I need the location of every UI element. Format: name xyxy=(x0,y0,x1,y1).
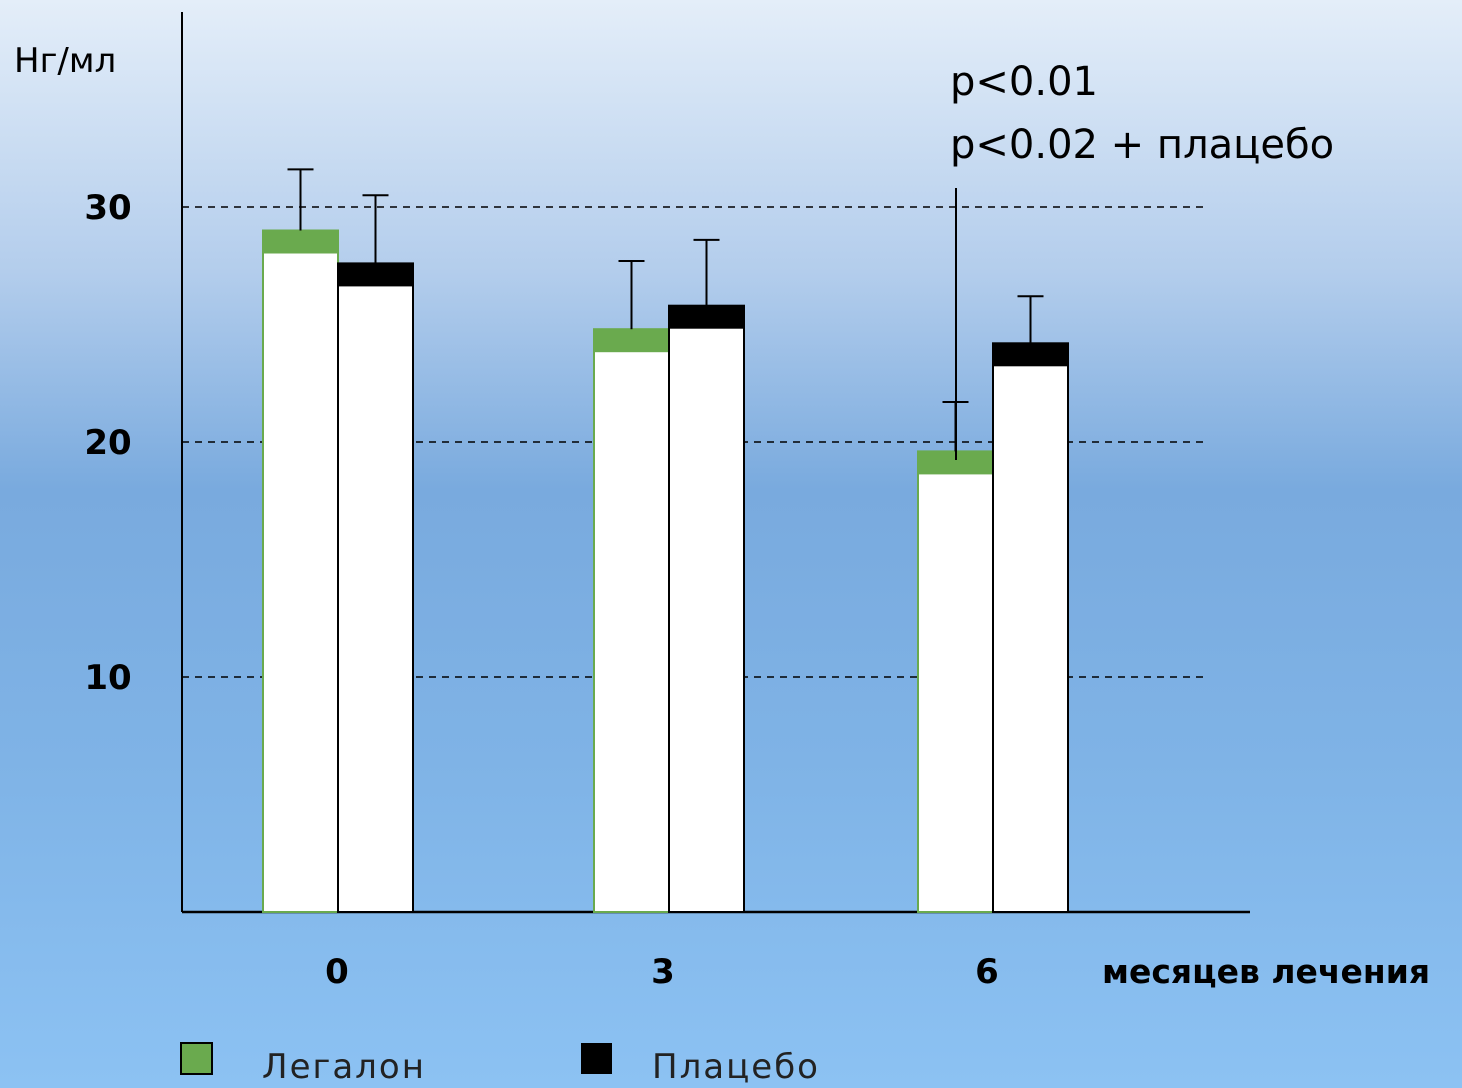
x-tick-label: 6 xyxy=(975,952,999,992)
y-axis-title: Нг/мл xyxy=(14,41,116,81)
bar-legalon-6 xyxy=(917,450,994,913)
y-tick-label: 30 xyxy=(84,188,131,228)
bar-placebo-3 xyxy=(668,304,745,913)
legend: Легалон Плацебо xyxy=(180,1042,820,1087)
y-tick-label: 20 xyxy=(84,423,131,463)
annotation-p-002: p<0.02 + плацебо xyxy=(950,122,1334,168)
legend-label-legalon: Легалон xyxy=(262,1047,426,1087)
bar-legalon-0 xyxy=(262,229,339,913)
y-tick-label: 10 xyxy=(84,658,131,698)
legend-swatch-placebo xyxy=(581,1043,612,1074)
annotation-p-001: p<0.01 xyxy=(950,59,1098,105)
legend-swatch-legalon xyxy=(180,1042,213,1075)
x-axis-title: месяцев лечения xyxy=(1102,952,1430,991)
bar-cap-placebo-0 xyxy=(338,263,413,287)
bars xyxy=(262,229,1069,913)
x-tick-label: 0 xyxy=(325,952,349,992)
bar-legalon-3 xyxy=(593,328,670,913)
bar-cap-legalon-3 xyxy=(594,329,669,353)
bar-cap-placebo-3 xyxy=(669,305,744,329)
tick-labels: 10 20 30 0 3 6 xyxy=(84,188,999,992)
bar-cap-legalon-0 xyxy=(263,230,338,254)
bar-placebo-6 xyxy=(992,342,1069,913)
legend-label-placebo: Плацебо xyxy=(652,1047,820,1087)
x-tick-label: 3 xyxy=(651,952,675,992)
bar-placebo-0 xyxy=(337,262,414,913)
bar-cap-legalon-6 xyxy=(918,451,993,475)
bar-cap-placebo-6 xyxy=(993,343,1068,367)
